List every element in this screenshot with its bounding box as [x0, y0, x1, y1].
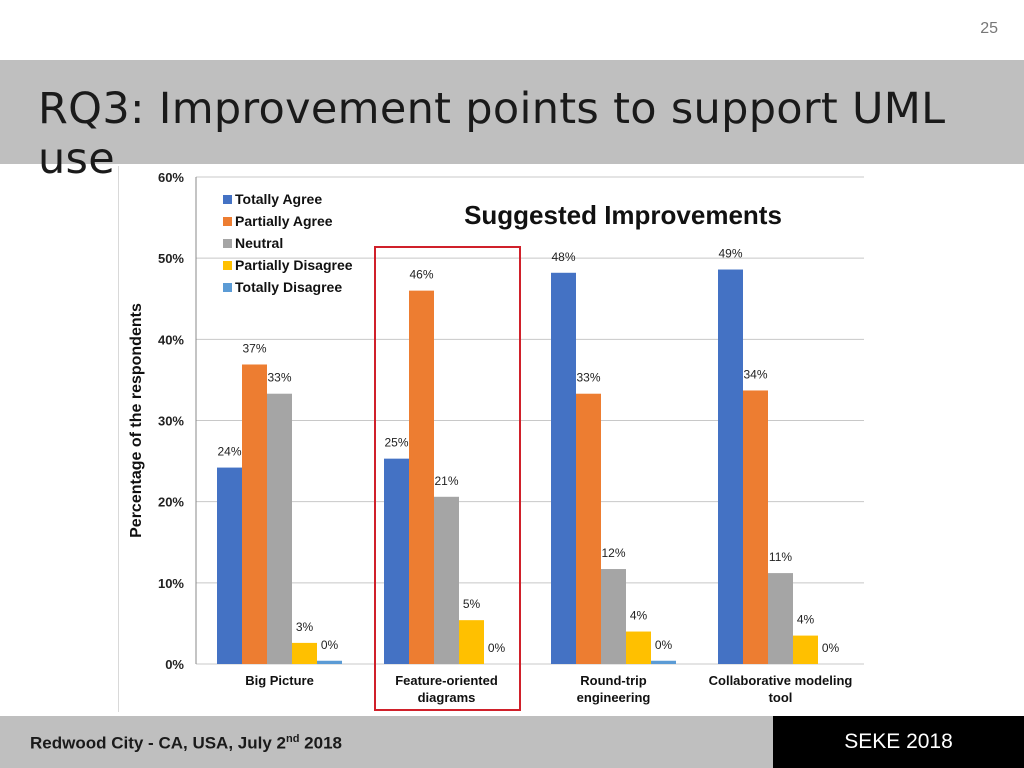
category-label: tool	[769, 690, 793, 705]
category-label: Feature-oriented	[395, 673, 498, 688]
title-band	[0, 60, 1024, 164]
legend-swatch	[223, 239, 232, 248]
bar-chart: 0% 10% 20% 30% 40% 50% 60% Percentage of the re…	[118, 166, 868, 712]
category-label: engineering	[577, 690, 651, 705]
slide-title: RQ3: Improvement points to support UML u…	[38, 84, 946, 184]
legend-swatch	[223, 261, 232, 270]
legend-label: Partially Disagree	[235, 257, 353, 273]
y-tick-label: 60%	[158, 170, 184, 185]
footer-date: Redwood City - CA, USA, July 2nd 2018	[30, 733, 342, 754]
data-label: 25%	[384, 436, 408, 450]
legend-label: Totally Disagree	[235, 279, 342, 295]
data-label: 34%	[743, 367, 767, 381]
legend-label: Totally Agree	[235, 191, 322, 207]
bar-totally-agree	[551, 272, 576, 664]
bar-partially-disagree	[793, 635, 818, 664]
bar-neutral	[267, 393, 292, 664]
category-label: diagrams	[418, 690, 476, 705]
bar-totally-disagree	[651, 660, 676, 664]
data-label: 49%	[718, 247, 742, 261]
bar-partially-agree	[743, 390, 768, 664]
footer-bar	[0, 716, 773, 768]
footer-date-year: 2018	[299, 733, 342, 753]
bar-totally-agree	[217, 467, 242, 664]
footer-date-main: Redwood City - CA, USA, July 2	[30, 733, 286, 753]
data-label: 33%	[576, 371, 600, 385]
data-label: 33%	[267, 371, 291, 385]
bar-partially-disagree	[459, 620, 484, 664]
bar-partially-agree	[576, 393, 601, 664]
bar-partially-disagree	[626, 631, 651, 664]
y-tick-label: 50%	[158, 251, 184, 266]
footer-date-suffix-sup: nd	[285, 733, 300, 745]
bar-partially-agree	[242, 364, 267, 664]
data-label: 37%	[242, 341, 266, 355]
data-label: 0%	[822, 641, 840, 655]
bar-totally-agree	[718, 269, 743, 664]
y-tick-label: 20%	[158, 495, 184, 510]
data-label: 21%	[434, 474, 458, 488]
bar-partially-agree	[409, 290, 434, 664]
legend-label: Partially Agree	[235, 213, 333, 229]
data-label: 0%	[488, 641, 506, 655]
chart-title: Suggested Improvements	[464, 200, 782, 230]
data-label: 24%	[217, 445, 241, 459]
highlight-box	[374, 246, 521, 711]
bar-partially-disagree	[292, 642, 317, 664]
footer-conference: SEKE 2018	[844, 730, 953, 753]
data-label: 3%	[296, 620, 314, 634]
data-label: 5%	[463, 597, 481, 611]
y-tick-label: 30%	[158, 414, 184, 429]
slide-number: 25	[980, 20, 998, 37]
data-label: 4%	[797, 613, 815, 627]
footer-conference-box	[773, 716, 1024, 768]
legend-label: Neutral	[235, 235, 283, 251]
bar-neutral	[768, 573, 793, 664]
chart-svg: 0% 10% 20% 30% 40% 50% 60% Percentage of the re…	[118, 166, 864, 712]
y-tick-label: 0%	[165, 657, 184, 672]
bar-totally-disagree	[317, 660, 342, 664]
category-label: Big Picture	[245, 673, 314, 688]
bar-neutral	[434, 496, 459, 664]
bar-totally-agree	[384, 458, 409, 664]
data-label: 11%	[769, 550, 792, 564]
data-label: 48%	[551, 250, 575, 264]
data-label: 0%	[655, 638, 673, 652]
data-label: 0%	[321, 638, 339, 652]
data-label: 12%	[601, 546, 625, 560]
legend-swatch	[223, 283, 232, 292]
data-label: 4%	[630, 609, 648, 623]
legend-swatch	[223, 195, 232, 204]
data-label: 46%	[409, 268, 433, 282]
y-axis-label: Percentage of the respondents	[128, 303, 145, 538]
y-tick-label: 40%	[158, 332, 184, 347]
legend-swatch	[223, 217, 232, 226]
y-tick-label: 10%	[158, 576, 184, 591]
bar-neutral	[601, 569, 626, 664]
category-label: Round-trip	[580, 673, 646, 688]
category-label: Collaborative modeling	[709, 673, 853, 688]
